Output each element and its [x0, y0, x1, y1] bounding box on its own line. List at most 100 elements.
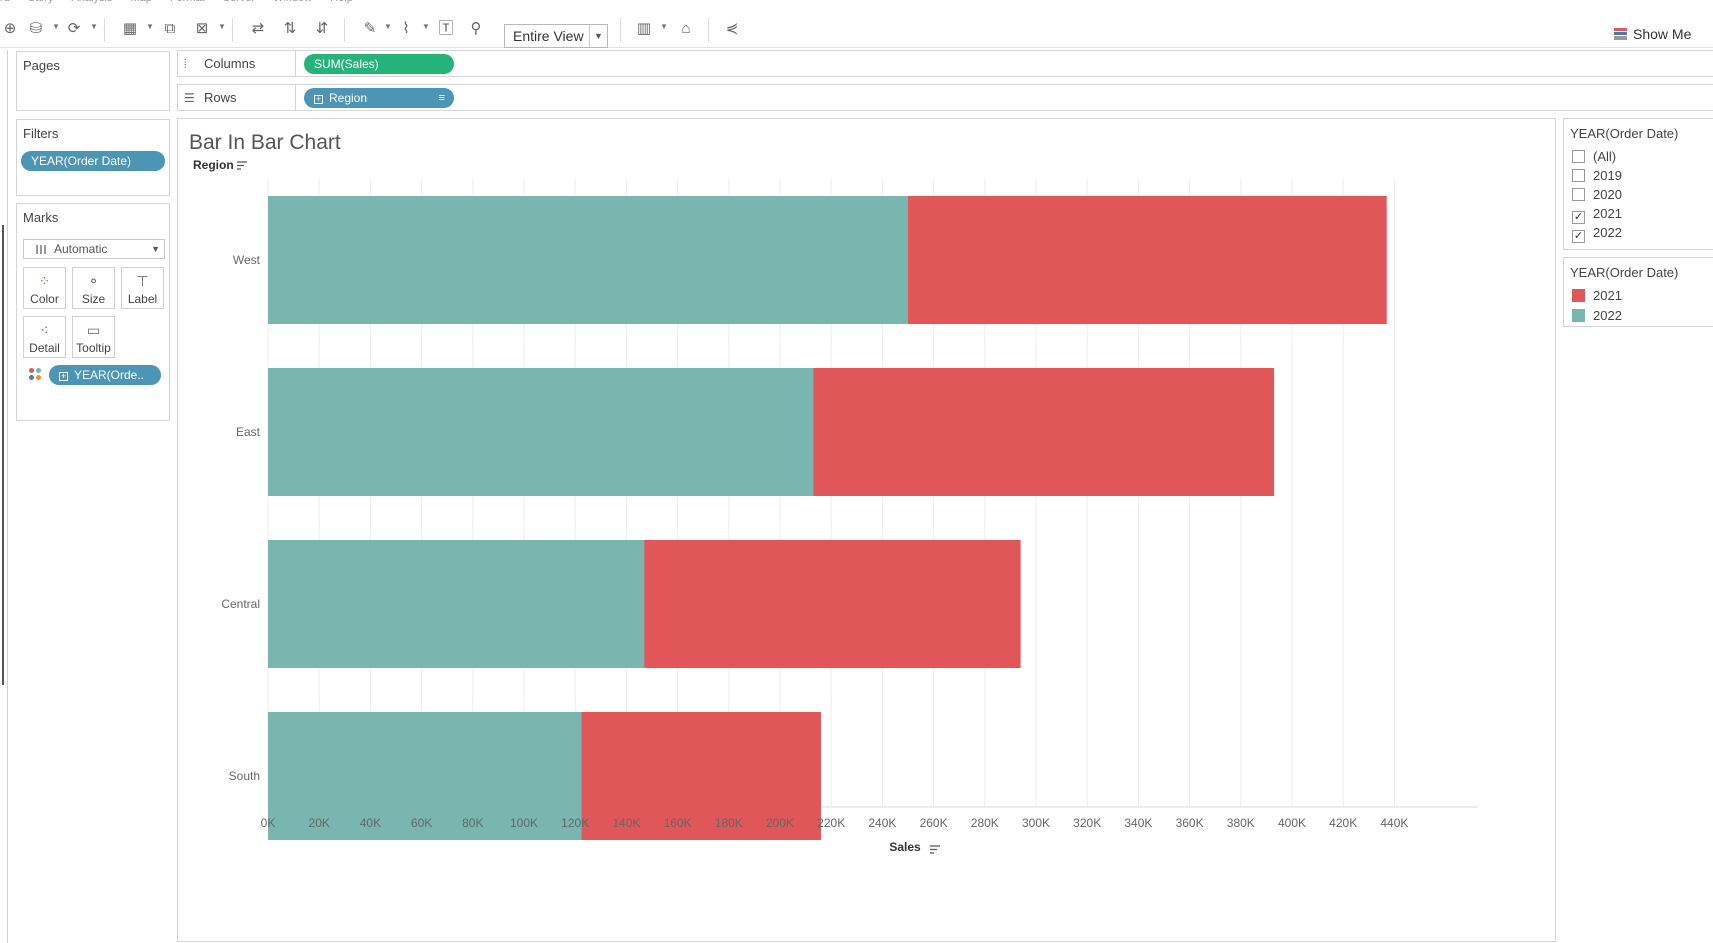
label-button[interactable]: ⊤ Label: [121, 267, 164, 309]
category-label: East: [236, 425, 261, 439]
tooltip-button[interactable]: ▭ Tooltip: [72, 316, 115, 358]
x-tick-label: 420K: [1329, 816, 1357, 830]
x-tick-label: 60K: [411, 816, 432, 830]
toolbar-divider: [232, 18, 233, 42]
x-tick-label: 120K: [561, 816, 589, 830]
columns-shelf[interactable]: ⦙ Columns SUM(Sales): [177, 50, 1713, 77]
pages-card[interactable]: Pages: [16, 51, 170, 111]
expand-icon: +: [314, 94, 323, 104]
scrollbar[interactable]: [2, 225, 4, 685]
chevron-down-icon[interactable]: ▼: [660, 22, 668, 31]
chevron-down-icon[interactable]: ▼: [52, 22, 60, 31]
rows-label-text: Rows: [204, 90, 237, 105]
group-members-icon[interactable]: ⌇: [402, 20, 410, 37]
chevron-down-icon[interactable]: ▼: [90, 22, 98, 31]
color-button-label: Color: [30, 292, 59, 306]
toolbar-divider: [708, 18, 709, 42]
x-tick-label: 360K: [1176, 816, 1204, 830]
show-cards-icon[interactable]: ▥: [636, 20, 652, 37]
bar-chart: West East Central South 0K 20K 40K 60K 80K 100K 12…: [193, 158, 1478, 854]
legend-label: 2021: [1593, 288, 1622, 303]
menu-item[interactable]: Help: [330, 0, 353, 4]
x-tick-label: 180K: [715, 816, 743, 830]
chevron-down-icon[interactable]: ▼: [422, 22, 430, 31]
duplicate-sheet-icon[interactable]: ⧉: [164, 20, 176, 37]
refresh-icon[interactable]: ⟳: [67, 20, 81, 37]
chevron-down-icon[interactable]: ▼: [146, 22, 154, 31]
mark-pill-year-order-date[interactable]: + YEAR(Orde..: [49, 365, 161, 385]
show-labels-icon[interactable]: 🅃: [438, 20, 454, 37]
mark-type-dropdown[interactable]: Automatic ▼: [23, 239, 165, 259]
presentation-mode-icon[interactable]: ⌂: [681, 20, 691, 37]
rows-pill-region[interactable]: + Region ≡: [304, 88, 454, 108]
sort-icon: [930, 845, 940, 854]
label-icon: ⊤: [136, 273, 149, 289]
menu-item[interactable]: Map: [130, 0, 151, 4]
rows-pill-label: Region: [329, 91, 368, 105]
category-label: South: [229, 769, 260, 783]
menu-item[interactable]: Analysis: [71, 0, 112, 4]
year-filter-option[interactable]: 2019: [1572, 166, 1622, 185]
sort-ascending-icon[interactable]: ⇅: [283, 20, 297, 37]
chevron-down-icon[interactable]: ▼: [218, 22, 226, 31]
year-filter-option[interactable]: 2020: [1572, 185, 1622, 204]
menu-item[interactable]: rd: [0, 0, 10, 4]
year-filter-option[interactable]: (All): [1572, 147, 1616, 166]
marks-card: Marks Automatic ▼ ⁘ Color ⚬ Size ⊤ Label…: [16, 203, 170, 421]
menu-item[interactable]: Format: [170, 0, 205, 4]
rows-icon: ☰: [184, 91, 195, 105]
menu-item[interactable]: Window: [273, 0, 312, 4]
tooltip-button-label: Tooltip: [76, 341, 111, 355]
clear-sheet-icon[interactable]: ⊠: [195, 20, 209, 37]
rows-shelf[interactable]: ☰ Rows + Region ≡: [177, 84, 1713, 111]
color-button[interactable]: ⁘ Color: [23, 267, 66, 309]
x-tick-label: 160K: [664, 816, 692, 830]
x-tick-label: 340K: [1124, 816, 1152, 830]
checkbox-checked-icon[interactable]: ✓: [1572, 211, 1585, 224]
columns-shelf-label: ⦙ Columns: [184, 51, 296, 76]
columns-pill-sum-sales[interactable]: SUM(Sales): [304, 54, 454, 74]
columns-label-text: Columns: [204, 56, 256, 71]
year-color-legend: YEAR(Order Date) 2021 2022: [1563, 257, 1713, 327]
menu-item[interactable]: Story: [28, 0, 54, 4]
highlight-icon[interactable]: ✎: [363, 20, 377, 37]
sheet-title: Bar In Bar Chart: [189, 131, 341, 154]
menu-item[interactable]: Server: [223, 0, 255, 4]
legend-swatch: [1572, 289, 1585, 302]
color-encoding-icon: [29, 368, 43, 382]
checkbox-icon[interactable]: [1572, 150, 1585, 163]
x-tick-label: 40K: [360, 816, 381, 830]
x-tick-label: 0K: [261, 816, 276, 830]
year-filter-option[interactable]: ✓ 2021: [1572, 204, 1622, 224]
x-tick-label: 20K: [309, 816, 330, 830]
size-button[interactable]: ⚬ Size: [72, 267, 115, 309]
x-tick-label: 140K: [612, 816, 640, 830]
filters-card[interactable]: Filters YEAR(Order Date): [16, 119, 170, 196]
checkbox-icon[interactable]: [1572, 188, 1585, 201]
datasource-icon[interactable]: ⛁: [29, 20, 43, 37]
bar-west-2022: [268, 196, 908, 324]
year-filter-option[interactable]: ✓ 2022: [1572, 223, 1622, 243]
share-icon[interactable]: ⋞: [725, 20, 739, 37]
swap-axes-icon[interactable]: ⇄: [251, 20, 265, 37]
new-sheet-icon[interactable]: ▦: [122, 20, 138, 37]
year-filter-option-label: 2019: [1593, 168, 1622, 183]
sort-descending-icon[interactable]: ⇵: [315, 20, 329, 37]
chevron-down-icon: ▼: [589, 25, 607, 47]
fit-dropdown[interactable]: Entire View ▼: [504, 24, 608, 48]
legend-item[interactable]: 2021: [1572, 286, 1622, 306]
x-tick-label: 440K: [1380, 816, 1408, 830]
tooltip-icon: ▭: [86, 322, 101, 338]
checkbox-icon[interactable]: [1572, 169, 1585, 182]
detail-icon: ⁖: [40, 322, 49, 338]
pin-icon[interactable]: ⚲: [470, 20, 482, 37]
new-datasource-icon[interactable]: ⊕: [3, 20, 17, 37]
checkbox-checked-icon[interactable]: ✓: [1572, 230, 1585, 243]
chevron-down-icon[interactable]: ▼: [384, 22, 392, 31]
show-me-button[interactable]: Show Me: [1614, 26, 1691, 46]
year-filter-option-label: 2020: [1593, 187, 1622, 202]
filter-pill-year-order-date[interactable]: YEAR(Order Date): [21, 151, 165, 171]
legend-item[interactable]: 2022: [1572, 306, 1622, 326]
filters-title: Filters: [23, 126, 59, 141]
detail-button[interactable]: ⁖ Detail: [23, 316, 66, 358]
